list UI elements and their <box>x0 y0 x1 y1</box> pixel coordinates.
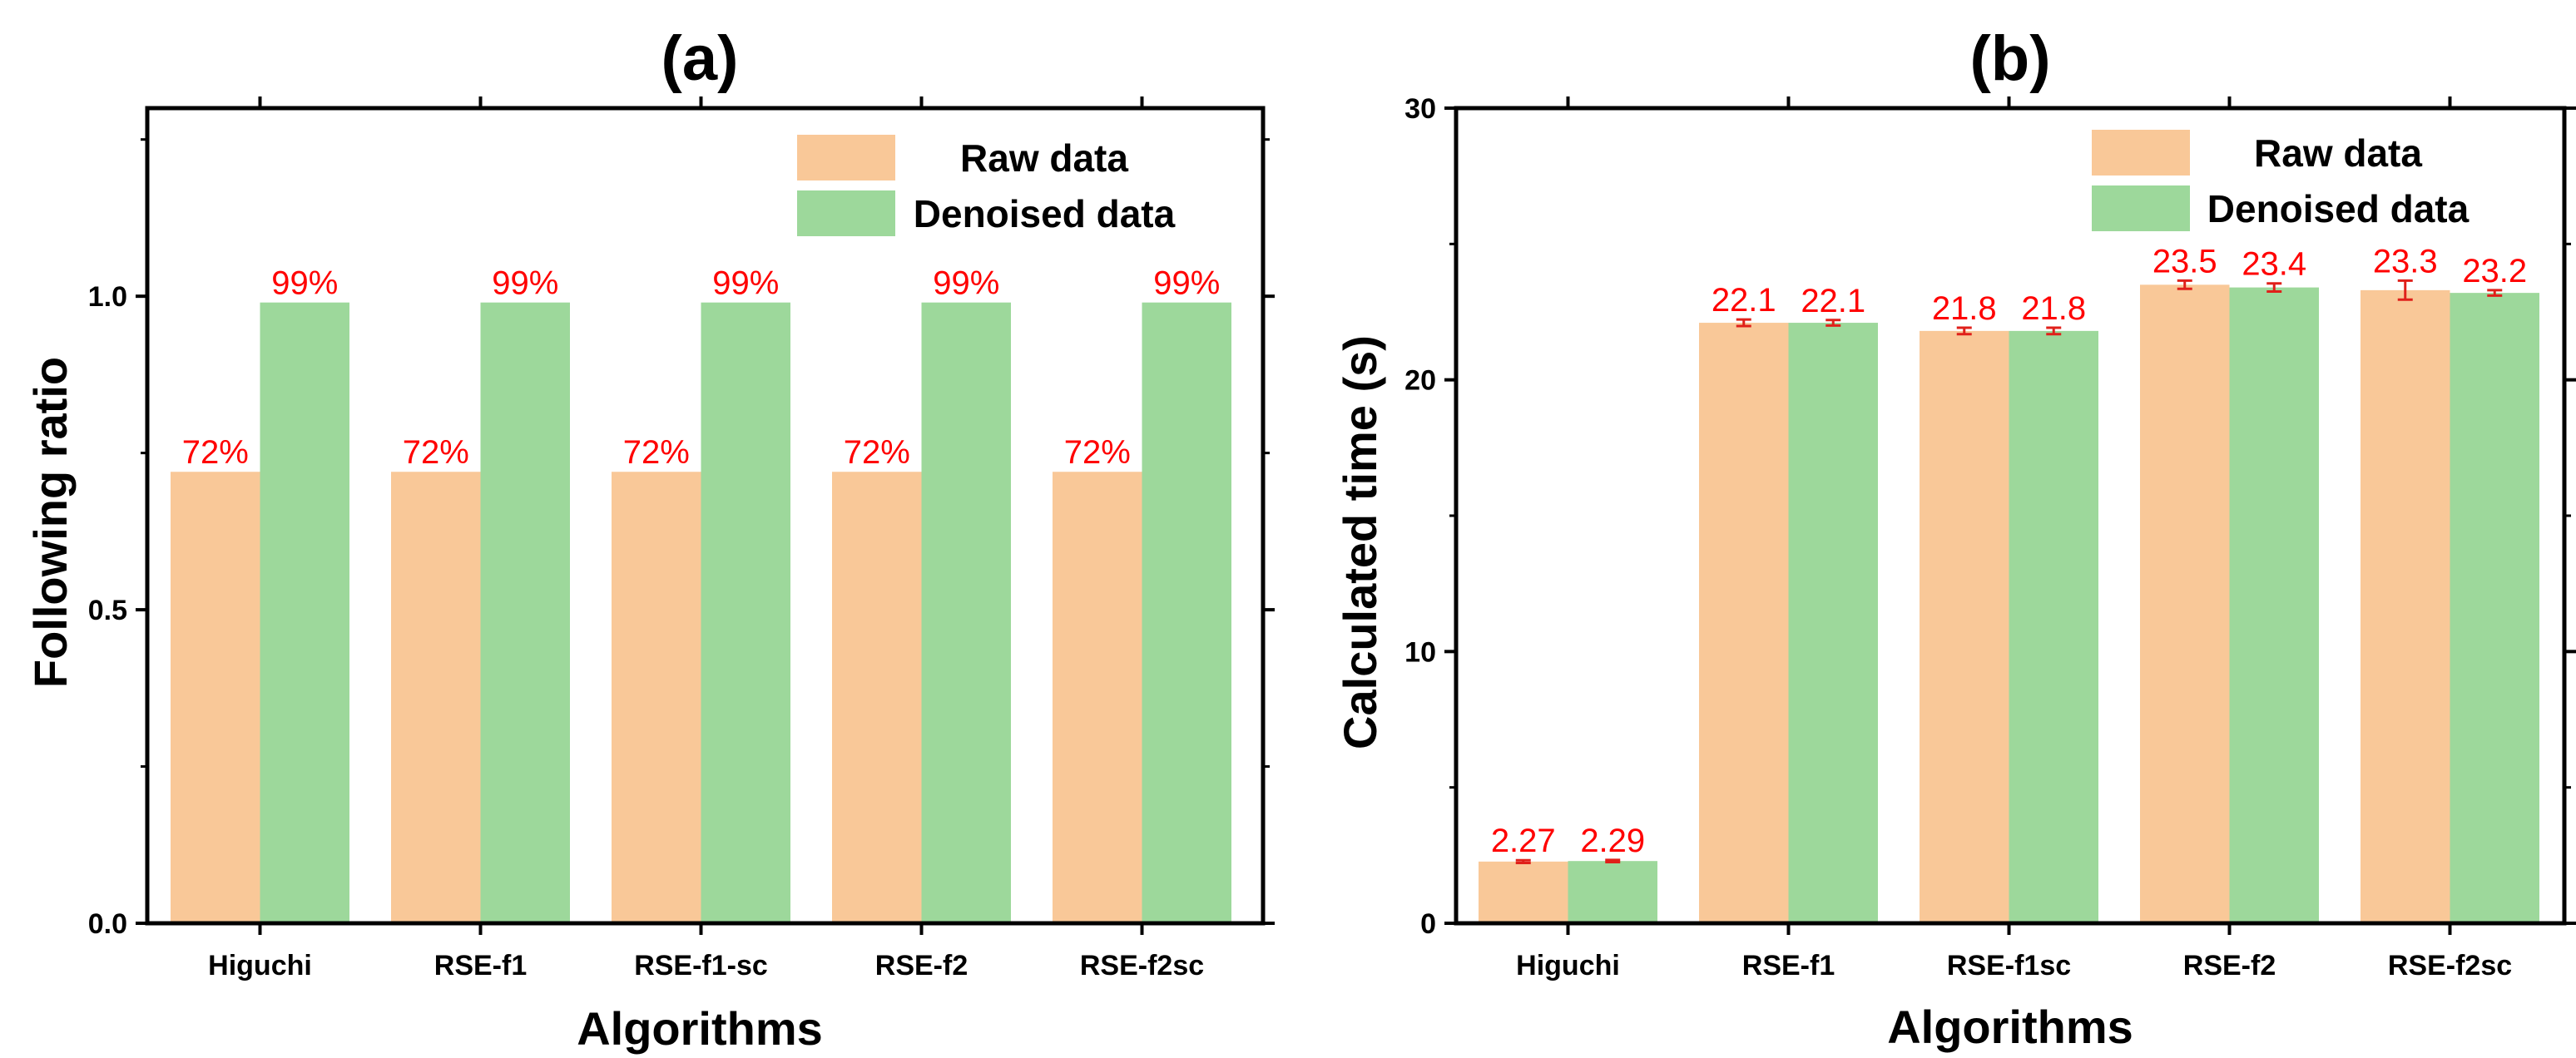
bar-b-raw-1 <box>1699 323 1789 924</box>
data-label-a-1-2: 99% <box>712 265 779 302</box>
x-tick-label-a-1: RSE-f1 <box>434 950 527 981</box>
x-tick-label-a-2: RSE-f1-sc <box>634 950 768 981</box>
chart-panel-b: (b) 2.27 2.29 22.1 22.1 21.8 21.8 23.5 23.4 23.3… <box>1334 23 2576 1053</box>
legend-label-b-0: Raw data <box>2254 131 2422 175</box>
y-tick-label-a-1: 0.5 <box>88 595 127 626</box>
bar-b-raw-4 <box>2361 289 2450 923</box>
bar-a-raw-2 <box>612 472 701 923</box>
data-label-b-1-1: 22.1 <box>1801 283 1865 319</box>
y-axis-label-a: Following ratio <box>24 357 77 688</box>
errorbar-b-0-3 <box>2177 279 2192 290</box>
legend-swatch-b-1 <box>2092 185 2190 231</box>
bar-b-denoised-0 <box>1568 861 1657 923</box>
legend-label-a-1: Denoised data <box>914 192 1176 235</box>
data-label-b-1-4: 23.2 <box>2462 253 2527 289</box>
chart-panel-a: (a) 72% 99% 72% 99% 72% 99% 72% 99% 72% 99% Higuc… <box>24 23 1275 1055</box>
bar-b-raw-3 <box>2140 284 2230 923</box>
errorbar-b-1-2 <box>2046 326 2062 336</box>
x-tick-label-b-3: RSE-f2 <box>2183 950 2276 981</box>
legend-b: Raw data Denoised data <box>2092 130 2469 231</box>
bar-a-denoised-1 <box>480 302 570 923</box>
bar-a-denoised-0 <box>260 302 349 923</box>
data-label-a-1-0: 99% <box>271 265 338 302</box>
errorbar-b-1-0 <box>1605 858 1621 863</box>
x-tick-label-a-0: Higuchi <box>208 950 312 981</box>
bar-b-denoised-1 <box>1788 323 1878 924</box>
y-tick-label-a-0: 0.0 <box>88 908 127 940</box>
errorbar-b-0-0 <box>1515 858 1531 864</box>
data-label-b-1-0: 2.29 <box>1580 823 1645 859</box>
data-label-a-1-1: 99% <box>492 265 558 302</box>
x-tick-label-b-1: RSE-f1 <box>1742 950 1835 981</box>
data-label-b-0-4: 23.3 <box>2373 243 2438 279</box>
y-tick-label-b-0: 0 <box>1420 908 1436 940</box>
data-label-a-1-4: 99% <box>1153 265 1220 302</box>
bar-a-raw-0 <box>171 472 260 923</box>
x-tick-label-b-0: Higuchi <box>1516 950 1620 981</box>
bar-b-denoised-2 <box>2009 330 2098 923</box>
legend-a: Raw data Denoised data <box>797 135 1176 236</box>
bar-b-raw-0 <box>1479 861 1568 923</box>
errorbar-b-1-4 <box>2487 289 2503 297</box>
data-label-a-0-1: 72% <box>403 434 469 471</box>
y-tick-label-a-2: 1.0 <box>88 281 127 313</box>
bar-b-denoised-3 <box>2229 287 2319 924</box>
chart-title-a: (a) <box>661 23 739 94</box>
data-label-a-1-3: 99% <box>933 265 999 302</box>
errorbar-b-0-2 <box>1956 326 1972 336</box>
x-tick-label-b-2: RSE-f1sc <box>1947 950 2071 981</box>
errorbar-b-1-1 <box>1825 319 1841 327</box>
data-label-a-0-4: 72% <box>1064 434 1131 471</box>
bar-a-denoised-4 <box>1142 302 1231 923</box>
bar-b-raw-2 <box>1920 330 2009 923</box>
data-label-b-0-2: 21.8 <box>1932 290 1997 327</box>
legend-swatch-a-1 <box>797 190 895 236</box>
bar-a-denoised-3 <box>921 302 1011 923</box>
data-label-b-0-3: 23.5 <box>2152 243 2217 279</box>
legend-label-b-1: Denoised data <box>2207 187 2469 230</box>
legend-swatch-b-0 <box>2092 130 2190 176</box>
legend-label-a-0: Raw data <box>960 136 1128 180</box>
x-axis-label-b: Algorithms <box>1887 1001 2133 1053</box>
data-label-a-0-2: 72% <box>623 434 690 471</box>
y-tick-label-b-1: 10 <box>1404 636 1436 668</box>
y-axis-label-b: Calculated time (s) <box>1334 335 1386 749</box>
bar-a-raw-4 <box>1053 472 1142 923</box>
y-tick-label-b-3: 30 <box>1404 93 1436 125</box>
errorbar-b-0-4 <box>2397 279 2413 301</box>
data-label-b-0-1: 22.1 <box>1712 282 1776 319</box>
x-tick-label-b-4: RSE-f2sc <box>2388 950 2512 981</box>
chart-title-b: (b) <box>1969 23 2050 94</box>
x-tick-label-a-4: RSE-f2sc <box>1080 950 1204 981</box>
bar-a-raw-3 <box>832 472 922 923</box>
data-label-b-1-3: 23.4 <box>2242 246 2306 283</box>
data-label-a-0-3: 72% <box>844 434 910 471</box>
errorbar-b-0-1 <box>1736 318 1751 328</box>
data-label-b-1-2: 21.8 <box>2021 290 2086 327</box>
plot-frame-a <box>145 106 1266 926</box>
x-tick-label-a-3: RSE-f2 <box>875 950 968 981</box>
bar-a-raw-1 <box>391 472 481 923</box>
legend-swatch-a-0 <box>797 135 895 180</box>
bar-b-denoised-4 <box>2450 293 2539 924</box>
errorbar-b-1-3 <box>2266 282 2282 293</box>
data-label-a-0-0: 72% <box>182 434 249 471</box>
data-label-b-0-0: 2.27 <box>1491 823 1556 859</box>
bar-a-denoised-2 <box>701 302 790 923</box>
x-axis-label-a: Algorithms <box>577 1002 823 1055</box>
y-tick-label-b-2: 20 <box>1404 365 1436 397</box>
